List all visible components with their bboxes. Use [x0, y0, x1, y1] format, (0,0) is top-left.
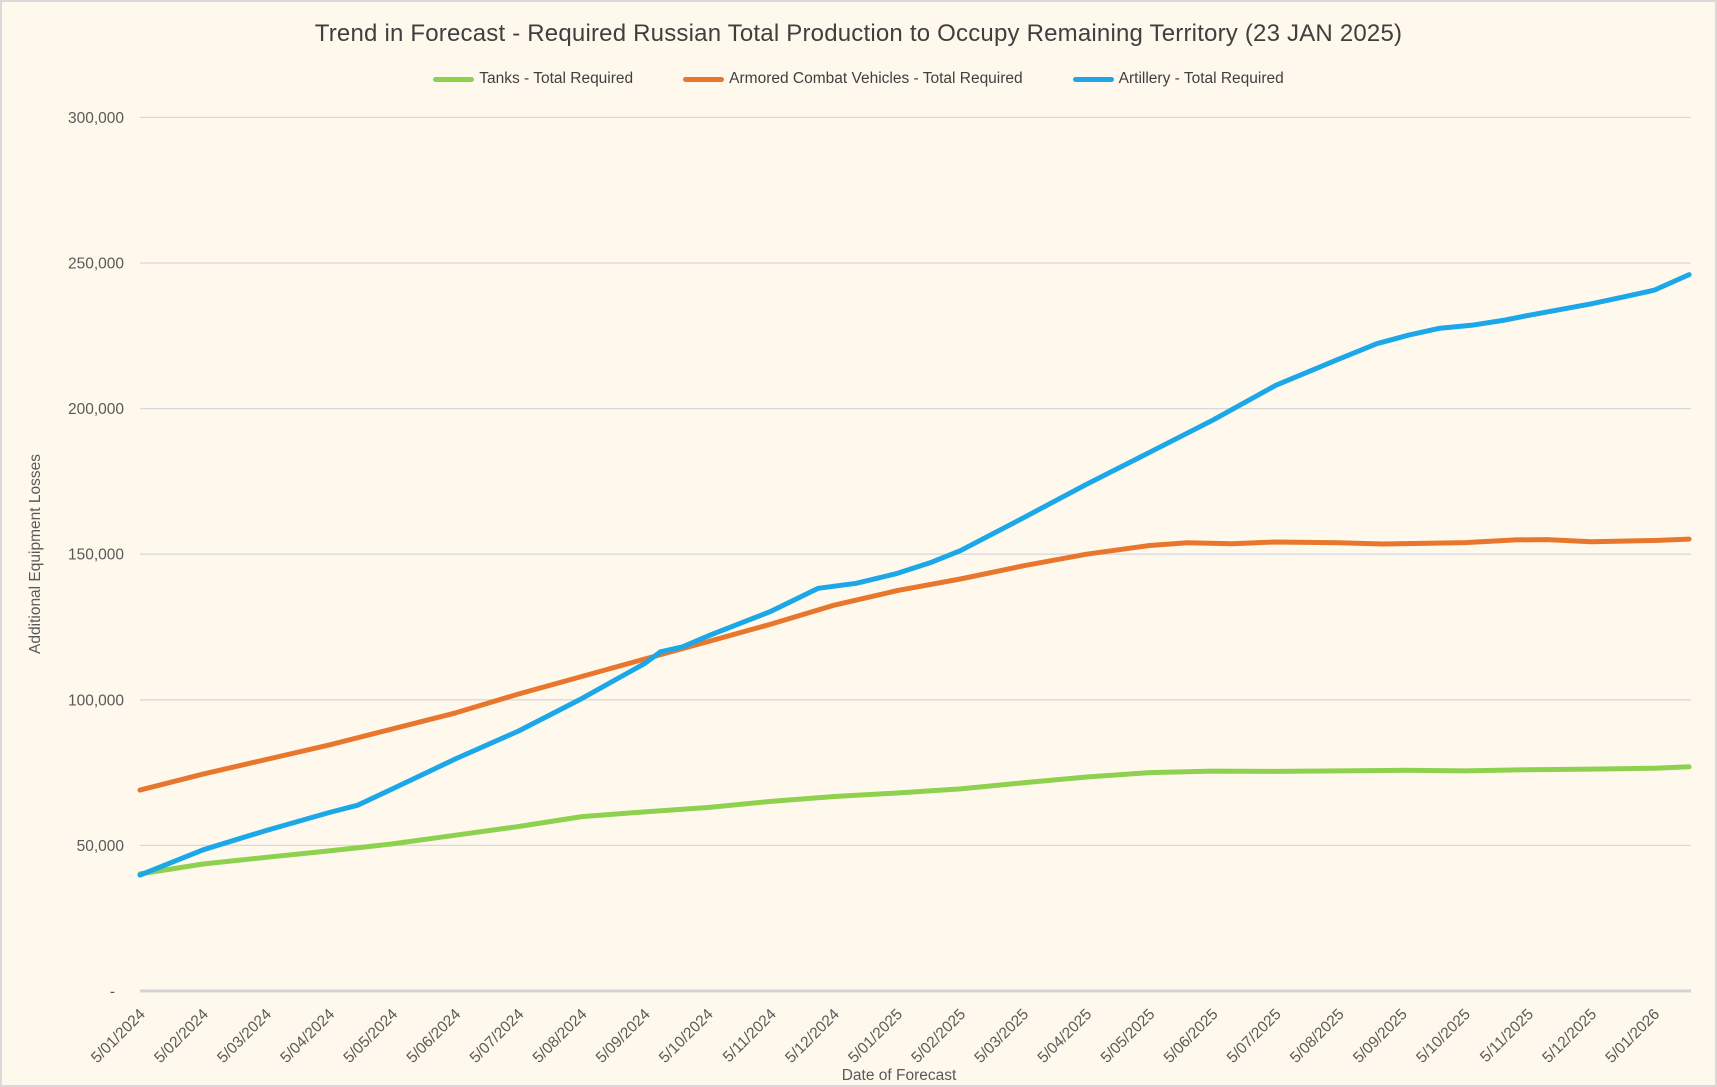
- series-line-armored-combat-vehicles[interactable]: [137, 536, 1692, 793]
- gridlines: [140, 116, 1691, 993]
- x-tick-label: 5/06/2024: [404, 1006, 465, 1067]
- y-tick-label: 250,000: [68, 256, 124, 273]
- legend-swatch-armored-combat-vehicles-icon: [683, 76, 725, 82]
- x-axis-tick-labels: 5/01/2024 5/02/2024 5/03/2024 5/04/2024 5/05…: [88, 1006, 1663, 1067]
- x-tick-label: 5/03/2024: [214, 1006, 275, 1067]
- x-tick-label: 5/05/2024: [340, 1006, 401, 1067]
- x-tick-label: 5/10/2025: [1413, 1006, 1474, 1067]
- x-tick-label: 5/03/2025: [971, 1006, 1032, 1067]
- x-tick-label: 5/01/2024: [88, 1006, 149, 1067]
- x-axis-title: Date of Forecast: [842, 1067, 957, 1084]
- series-line-tanks[interactable]: [137, 764, 1692, 877]
- legend-label-artillery: Artillery - Total Required: [1118, 70, 1284, 87]
- chart-title: Trend in Forecast - Required Russian Tot…: [314, 20, 1403, 47]
- series-line-artillery[interactable]: [137, 272, 1692, 878]
- x-tick-label: 5/12/2025: [1539, 1006, 1600, 1067]
- legend-swatch-artillery-icon: [1072, 76, 1114, 82]
- x-tick-label: 5/09/2024: [593, 1006, 654, 1067]
- legend-swatch-tanks-icon: [433, 76, 475, 82]
- x-tick-label: 5/08/2025: [1287, 1006, 1348, 1067]
- x-tick-label: 5/07/2025: [1224, 1006, 1285, 1067]
- legend-item-tanks[interactable]: Tanks - Total Required: [433, 70, 633, 88]
- y-tick-label: 300,000: [68, 110, 124, 127]
- x-tick-label: 5/02/2024: [151, 1006, 212, 1067]
- x-tick-label: 5/04/2025: [1035, 1006, 1096, 1067]
- y-tick-label: 150,000: [68, 547, 124, 564]
- x-tick-label: 5/06/2025: [1161, 1006, 1222, 1067]
- legend: Tanks - Total Required Armored Combat Ve…: [2, 70, 1715, 88]
- x-tick-label: 5/09/2025: [1350, 1006, 1411, 1067]
- x-tick-label: 5/11/2024: [720, 1006, 780, 1066]
- x-tick-label: 5/01/2025: [845, 1006, 906, 1067]
- legend-item-artillery[interactable]: Artillery - Total Required: [1072, 70, 1284, 88]
- legend-label-armored-combat-vehicles: Armored Combat Vehicles - Total Required: [729, 70, 1023, 87]
- x-tick-label: 5/10/2024: [656, 1006, 717, 1067]
- legend-label-tanks: Tanks - Total Required: [479, 70, 634, 87]
- x-tick-label: 5/11/2025: [1477, 1006, 1537, 1066]
- y-tick-label: 200,000: [68, 401, 124, 418]
- x-tick-label: 5/01/2026: [1602, 1006, 1663, 1067]
- x-tick-label: 5/02/2025: [908, 1006, 969, 1067]
- y-axis-tick-labels: 300,000 250,000 200,000 150,000 100,000 50,00…: [68, 110, 124, 1001]
- x-tick-label: 5/12/2024: [782, 1006, 843, 1067]
- y-axis-title: Additional Equipment Losses: [27, 454, 44, 654]
- x-tick-label: 5/08/2024: [530, 1006, 591, 1067]
- y-tick-label: 50,000: [77, 838, 125, 855]
- x-tick-label: 5/05/2025: [1098, 1006, 1159, 1067]
- legend-item-armored-combat-vehicles[interactable]: Armored Combat Vehicles - Total Required: [683, 70, 1023, 88]
- y-tick-label: 100,000: [68, 692, 124, 709]
- x-tick-label: 5/04/2024: [277, 1006, 338, 1067]
- x-tick-label: 5/07/2024: [467, 1006, 528, 1067]
- y-tick-label: -: [110, 984, 115, 1001]
